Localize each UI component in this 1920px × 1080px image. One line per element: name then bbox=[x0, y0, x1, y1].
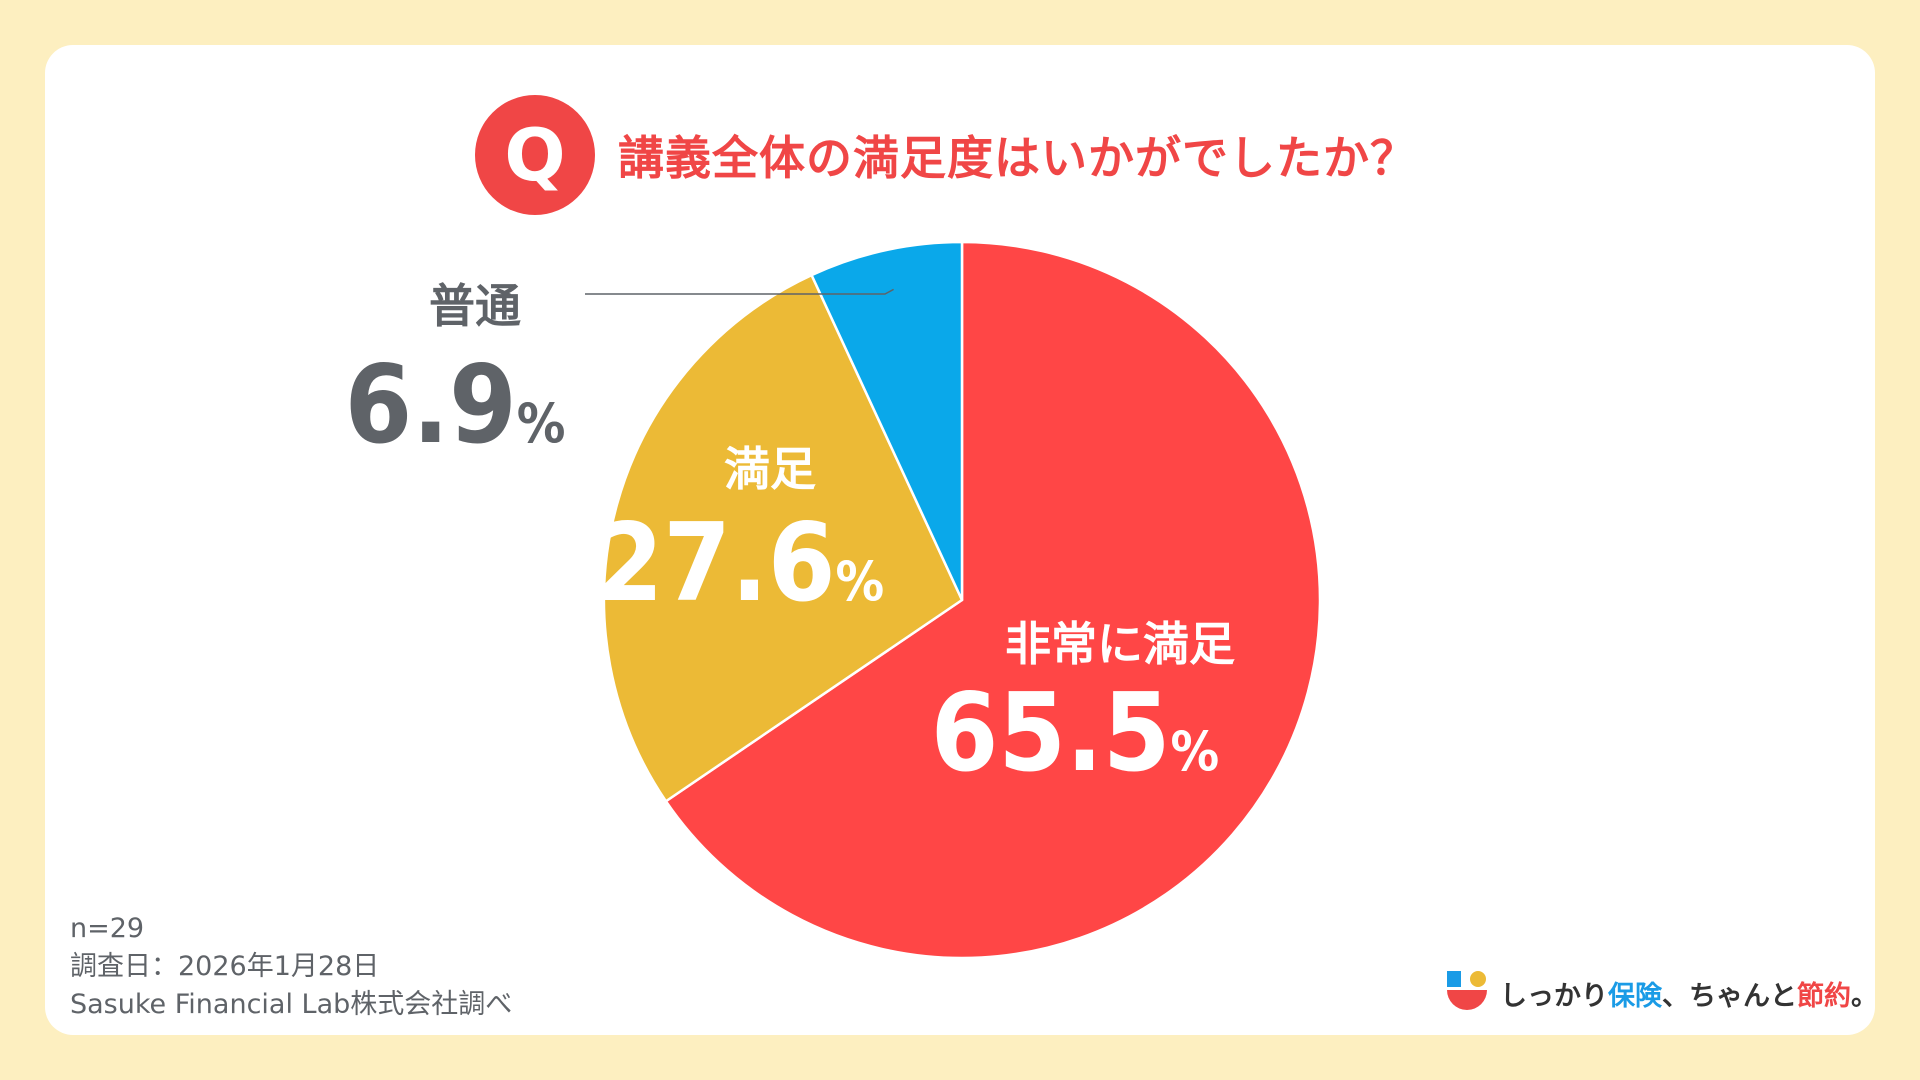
slice-label-1: 非常に満足 bbox=[1005, 617, 1235, 671]
survey-meta: n=29 調査日：2026年1月28日 Sasuke Financial Lab… bbox=[70, 910, 512, 1024]
pie-slice-1 bbox=[664, 240, 1322, 960]
slice-value-3: 6.9% bbox=[345, 343, 566, 468]
survey-source: Sasuke Financial Lab株式会社調べ bbox=[70, 989, 513, 1020]
question-badge: Q bbox=[475, 95, 595, 215]
brand-tagline: しっかり保険、ちゃんと節約。 bbox=[1500, 974, 1878, 1013]
slice-label-2: 満足 bbox=[724, 442, 816, 496]
brand-logo-icon bbox=[1447, 971, 1487, 1010]
pie-slice-3 bbox=[810, 240, 964, 602]
pie-slice-2 bbox=[602, 273, 964, 803]
slice-label-3: 普通 bbox=[429, 279, 521, 333]
brand-logo-lockup: しっかり保険、ちゃんと節約。 bbox=[1446, 968, 1878, 1014]
question-title: 講義全体の満足度はいかがでしたか？ bbox=[618, 131, 1417, 185]
brand-tagline-part3: 、ちゃんと bbox=[1662, 981, 1797, 1012]
brand-tagline-part5: 。 bbox=[1851, 981, 1878, 1012]
brand-tagline-part4: 節約 bbox=[1797, 981, 1851, 1012]
brand-tagline-part2: 保険 bbox=[1608, 981, 1662, 1012]
sample-size: n=29 bbox=[70, 913, 145, 944]
slice-value-2: 27.6% bbox=[596, 501, 884, 626]
brand-tagline-part1: しっかり bbox=[1500, 981, 1608, 1012]
slice-value-1: 65.5% bbox=[931, 671, 1219, 796]
leader-line bbox=[585, 288, 894, 295]
survey-date: 調査日：2026年1月28日 bbox=[70, 951, 380, 982]
